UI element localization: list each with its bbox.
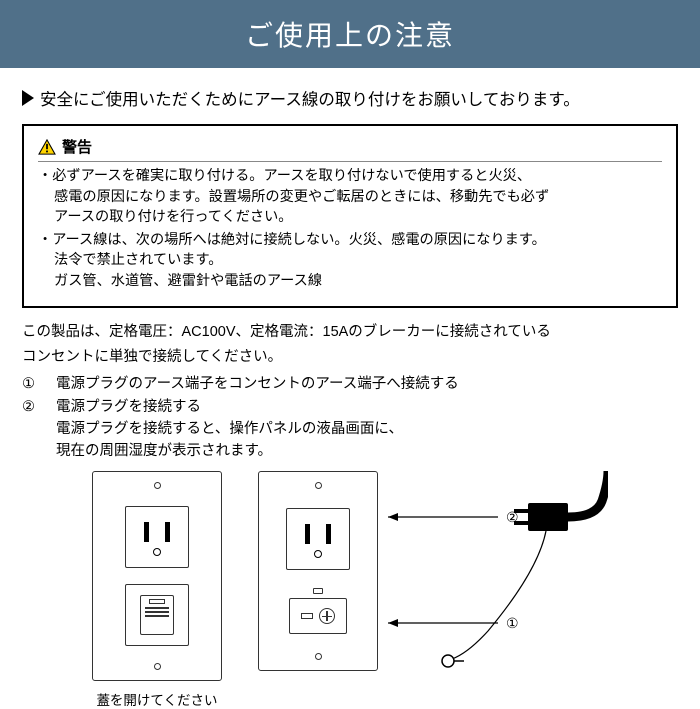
ground-hole-icon [314, 550, 322, 558]
steps-list: ① 電源プラグのアース端子をコンセントのアース端子へ接続する ② 電源プラグを接… [22, 373, 678, 463]
warning-sub-line: 法令で禁止されています。 [54, 250, 662, 271]
outlet-closed-wrap: 蓋を開けてください [92, 471, 222, 709]
warning-sub-line: ガス管、水道管、避雷針や電話のアース線 [54, 271, 662, 292]
triangle-bullet-icon [22, 90, 34, 106]
socket-icon [286, 508, 350, 570]
page-title: ご使用上の注意 [245, 20, 455, 51]
step-sub-line: 電源プラグを接続すると、操作パネルの液晶画面に、 [56, 418, 678, 440]
content-area: 安全にご使用いただくためにアース線の取り付けをお願いしております。 警告 ・必ず… [0, 68, 700, 709]
ground-hole-icon [153, 548, 161, 556]
warning-bullet-line: ・アース線は、次の場所へは絶対に接続しない。火災、感電の原因になります。 [38, 230, 662, 251]
earth-cover-closed-icon [125, 584, 189, 646]
earth-lid-icon [313, 588, 323, 594]
socket-icon [125, 506, 189, 568]
step-text: 電源プラグを接続する [56, 396, 201, 418]
warning-item: ・必ずアースを確実に取り付ける。アースを取り付けないで使用すると火災、 感電の原… [38, 166, 662, 228]
earth-wire-icon [442, 531, 546, 667]
earth-terminal-open-icon [289, 598, 347, 634]
spec-line-2: コンセントに単独で接続してください。 [22, 347, 678, 369]
step-number: ② [22, 396, 46, 418]
step-item: ① 電源プラグのアース端子をコンセントのアース端子へ接続する [22, 373, 678, 395]
main-notice-text: 安全にご使用いただくためにアース線の取り付けをお願いしております。 [40, 86, 580, 110]
indicator-1-label: ① [506, 615, 519, 631]
step-text: 電源プラグのアース端子をコンセントのアース端子へ接続する [56, 373, 459, 395]
warning-sub-line: アースの取り付けを行ってください。 [54, 207, 662, 228]
step-sub-line: 現在の周囲湿度が表示されます。 [56, 440, 678, 462]
prong-pair-icon [144, 522, 170, 542]
screw-icon [315, 482, 322, 489]
warning-item: ・アース線は、次の場所へは絶対に接続しない。火災、感電の原因になります。 法令で… [38, 230, 662, 292]
main-notice-row: 安全にご使用いただくためにアース線の取り付けをお願いしております。 [22, 86, 678, 110]
prong-pair-icon [305, 524, 331, 544]
outlet-panel-open [258, 471, 378, 671]
warning-icon [38, 139, 56, 155]
warning-sub-line: 感電の原因になります。設置場所の変更やご転居のときには、移動先でも必ず [54, 187, 662, 208]
warning-bullet-line: ・必ずアースを確実に取り付ける。アースを取り付けないで使用すると火災、 [38, 166, 662, 187]
warning-label: 警告 [62, 136, 92, 157]
screw-icon [154, 482, 161, 489]
step-item: ② 電源プラグを接続する [22, 396, 678, 418]
step-number: ① [22, 373, 46, 395]
outlet-panel-closed [92, 471, 222, 681]
plug-diagram-svg: ② ① [378, 471, 608, 681]
outlet-open-wrap [258, 471, 378, 671]
power-plug-icon [514, 471, 608, 531]
diagram-caption: 蓋を開けてください [96, 689, 217, 709]
outlet-diagram: 蓋を開けてください [22, 471, 678, 709]
warning-list: ・必ずアースを確実に取り付ける。アースを取り付けないで使用すると火災、 感電の原… [38, 166, 662, 292]
warning-box: 警告 ・必ずアースを確実に取り付ける。アースを取り付けないで使用すると火災、 感… [22, 124, 678, 308]
warning-title-row: 警告 [38, 136, 662, 162]
spec-line-1: この製品は、定格電圧：AC100V、定格電流：15Aのブレーカーに接続されている [22, 322, 678, 344]
page-header: ご使用上の注意 [0, 0, 700, 68]
plug-cable-area: ② ① [378, 471, 608, 681]
screw-icon [154, 663, 161, 670]
screw-icon [315, 653, 322, 660]
